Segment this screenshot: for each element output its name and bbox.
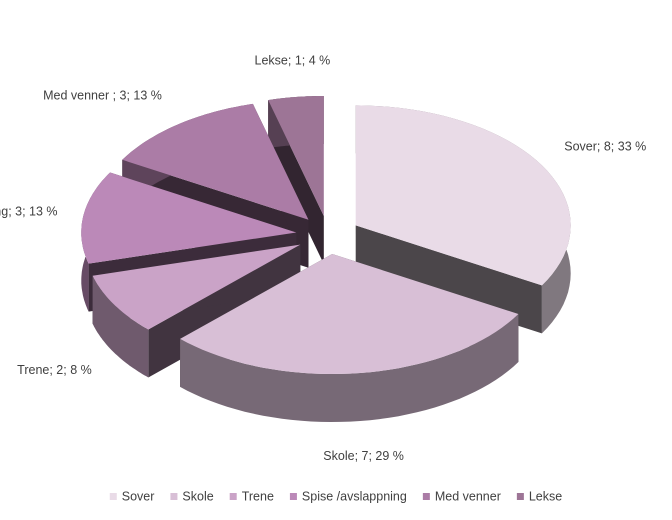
legend-swatch <box>109 493 117 500</box>
legend-item: Med venner <box>422 489 501 503</box>
slice-side <box>355 225 542 334</box>
legend-swatch <box>516 493 524 500</box>
slice-top <box>355 105 571 286</box>
slice-top <box>81 172 297 264</box>
data-label: Spise /avslappning; 3; 13 % <box>0 204 58 218</box>
legend-item: Lekse <box>516 489 562 503</box>
data-label: Skole; 7; 29 % <box>323 449 404 463</box>
slice-top <box>180 254 519 374</box>
legend-item: Skole <box>170 489 214 503</box>
legend-label: Sover <box>122 489 155 503</box>
legend-swatch <box>289 493 297 500</box>
slice-wall <box>180 314 519 422</box>
legend-label: Med venner <box>435 489 501 503</box>
legend-swatch <box>170 493 178 500</box>
data-label: Trene; 2; 8 % <box>17 363 92 377</box>
legend-label: Lekse <box>529 489 562 503</box>
legend-item: Trene <box>229 489 274 503</box>
slice <box>180 254 519 422</box>
legend-swatch <box>229 493 237 500</box>
legend-swatch <box>422 493 430 500</box>
legend-item: Sover <box>109 489 155 503</box>
data-label: Sover; 8; 33 % <box>564 140 646 154</box>
data-label: Lekse; 1; 4 % <box>255 54 331 68</box>
legend-label: Spise /avslappning <box>302 489 407 503</box>
legend-item: Spise /avslappning <box>289 489 407 503</box>
slice-top <box>268 96 324 216</box>
data-label: Med venner ; 3; 13 % <box>43 88 162 102</box>
slice-wall <box>92 275 149 378</box>
legend-label: Trene <box>242 489 274 503</box>
slice <box>355 105 571 334</box>
legend-label: Skole <box>182 489 213 503</box>
slice-top <box>92 244 301 330</box>
slice <box>268 96 324 264</box>
slice-top <box>122 103 309 220</box>
